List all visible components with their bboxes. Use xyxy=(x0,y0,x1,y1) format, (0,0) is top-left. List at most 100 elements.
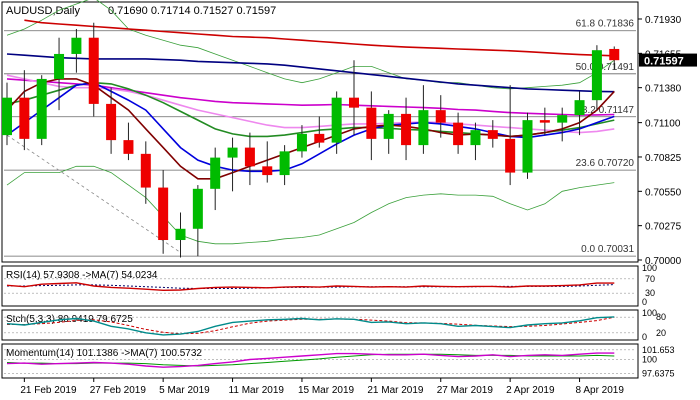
candle-body xyxy=(140,153,151,188)
candle-body xyxy=(2,97,12,136)
candle xyxy=(88,22,99,117)
momentum-lines xyxy=(6,352,615,368)
stoch-tick-label: 80 xyxy=(656,312,666,322)
candle-body xyxy=(591,50,602,101)
rsi-lines xyxy=(6,282,615,292)
x-tick-label: 11 Mar 2019 xyxy=(229,385,285,396)
momentum-tick-label: 97.6375 xyxy=(642,368,675,378)
candle-body xyxy=(487,130,498,139)
candle xyxy=(453,112,464,154)
candle-body xyxy=(210,157,221,189)
rsi-axis-min: 0 xyxy=(642,297,647,307)
fib-level-label: 23.6 0.70720 xyxy=(576,158,635,169)
moving-average-line xyxy=(6,53,615,93)
rsi-panel-frame xyxy=(1,265,639,307)
chart-symbol: AUDUSD,Daily xyxy=(6,5,80,17)
candle xyxy=(331,91,342,154)
candle xyxy=(314,116,325,148)
current-price-box xyxy=(639,53,697,67)
candle xyxy=(470,122,481,161)
candle-body xyxy=(349,97,359,108)
rsi-tick-label: 70 xyxy=(645,274,655,284)
rsi-title: RSI(14) 57.9308 ->MA(7) 54.0234 xyxy=(6,270,158,281)
candle-body xyxy=(522,120,533,173)
x-tick-label: 21 Feb 2019 xyxy=(20,385,77,396)
candle xyxy=(192,185,203,257)
candle-body xyxy=(574,100,585,116)
momentum-panel: Momentum(14) 101.1386 ->MA(7) 100.5732 1… xyxy=(1,343,675,379)
chart-ohlc: 0.71690 0.71714 0.71527 0.71597 xyxy=(108,5,276,17)
y-tick-label: 0.71100 xyxy=(645,119,681,130)
candle xyxy=(401,97,412,161)
candle xyxy=(158,170,169,254)
current-price-tag: 0.71597 xyxy=(639,53,697,68)
y-tick-label: 0.70550 xyxy=(645,187,682,198)
rsi-panel: RSI(14) 57.9308 ->MA(7) 54.0234 100 0 70… xyxy=(1,263,657,307)
candle-body xyxy=(401,113,412,146)
candle xyxy=(487,120,498,148)
main-price-panel: AUDUSD,Daily 0.71690 0.71714 0.71527 0.7… xyxy=(1,0,697,267)
candlesticks xyxy=(2,22,620,258)
x-tick-label: 5 Mar 2019 xyxy=(159,385,210,396)
trend-line xyxy=(6,134,181,253)
x-tick-label: 15 Mar 2019 xyxy=(298,385,355,396)
candle xyxy=(296,125,307,158)
candle xyxy=(210,147,221,211)
candle-body xyxy=(158,187,169,241)
candle-body xyxy=(88,37,99,104)
candle xyxy=(522,112,533,179)
candle-body xyxy=(435,110,446,123)
current-price-label: 0.71597 xyxy=(644,56,684,68)
y-tick-label: 0.70275 xyxy=(645,222,682,233)
momentum-title: Momentum(14) 101.1386 ->MA(7) 100.5732 xyxy=(6,348,202,359)
candle xyxy=(106,87,117,154)
moving-average-line xyxy=(6,78,615,116)
x-tick-label: 27 Feb 2019 xyxy=(90,385,147,396)
stoch-panel-frame xyxy=(1,309,639,341)
candle-body xyxy=(123,140,134,154)
candle-body xyxy=(36,78,47,139)
candle-body xyxy=(609,48,620,61)
x-tick-label: 21 Mar 2019 xyxy=(367,385,424,396)
candle-body xyxy=(71,37,82,54)
candle xyxy=(140,141,151,204)
candle xyxy=(175,212,186,258)
candle-body xyxy=(19,97,30,139)
candle xyxy=(557,107,568,142)
candle-body xyxy=(279,151,290,176)
candle xyxy=(71,28,82,73)
y-tick-label: 0.71380 xyxy=(645,84,682,95)
candle xyxy=(539,107,550,136)
candle-body xyxy=(244,147,255,167)
candle xyxy=(366,91,377,161)
candle-body xyxy=(175,228,186,241)
x-tick-label: 8 Apr 2019 xyxy=(576,385,625,396)
candle xyxy=(36,75,47,146)
candle xyxy=(54,37,65,111)
stoch-tick-label: 20 xyxy=(656,328,666,338)
stoch-axis-min: 0 xyxy=(642,332,647,342)
fib-level-label: 0.0 0.70031 xyxy=(581,244,634,255)
candle-body xyxy=(227,147,238,158)
stoch-lines xyxy=(6,316,615,336)
bollinger-lower xyxy=(6,165,615,245)
candle-body xyxy=(539,120,550,123)
candle-body xyxy=(262,166,273,176)
candle-body xyxy=(505,138,516,173)
rsi-axis-max: 100 xyxy=(642,263,657,273)
candle xyxy=(2,82,12,146)
momentum-line xyxy=(6,352,615,368)
candle xyxy=(19,70,30,151)
momentum-tick-label: 100 xyxy=(642,355,657,365)
candle xyxy=(574,91,585,136)
y-tick-label: 0.70000 xyxy=(645,256,682,267)
y-tick-label: 0.71930 xyxy=(645,15,682,26)
candle xyxy=(591,45,602,111)
fib-level-label: 61.8 0.71836 xyxy=(576,19,635,30)
stoch-y-axis: 80 20 xyxy=(4,312,666,338)
candle-body xyxy=(331,97,342,143)
